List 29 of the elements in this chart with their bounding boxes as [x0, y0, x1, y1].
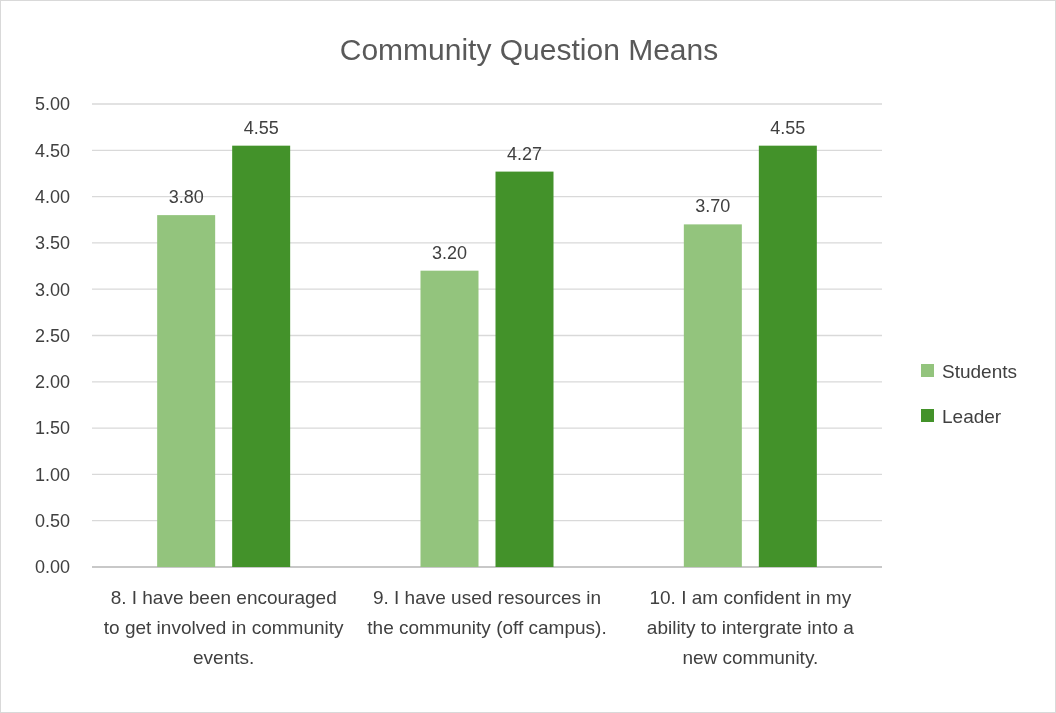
bar: [495, 171, 554, 567]
y-tick-label: 0.50: [34, 511, 70, 531]
text: 4.27: [506, 143, 543, 164]
y-tick-label: 3.50: [34, 233, 70, 254]
text: 3.20: [431, 242, 468, 263]
bar: [683, 224, 742, 567]
y-tick-label: 4.50: [34, 140, 70, 161]
y-tick-label: 2.50: [34, 325, 70, 346]
bar: [420, 270, 479, 567]
y-tick-label: 2.00: [34, 372, 70, 393]
bar: [157, 215, 216, 567]
y-tick-label: 1.50: [34, 418, 70, 439]
y-tick-label: 5.00: [34, 94, 70, 115]
bar: [758, 145, 817, 567]
text: 3.70: [695, 196, 731, 217]
x-tick-label: 10. I am confident in my ability to intergrate into a new community.: [646, 587, 855, 668]
text: 4.55: [243, 117, 279, 138]
x-tick-label: 9. I have used resources in the community (off campus).: [367, 587, 607, 638]
text: 3.80: [168, 187, 204, 208]
y-tick-label: 4.00: [34, 186, 70, 207]
x-tick-label: 8. I have been encouraged to get involved in community events.: [103, 587, 345, 668]
legend-label: Students: [942, 360, 1017, 382]
y-tick-label: 0.00: [34, 557, 70, 578]
y-tick-label: 3.00: [34, 279, 70, 300]
y-tick-label: 1.00: [34, 464, 70, 485]
legend-label: Leader: [942, 405, 1002, 427]
chart-title: Community Question Means: [339, 33, 719, 66]
bar: [232, 145, 291, 567]
text: 4.55: [770, 117, 806, 138]
